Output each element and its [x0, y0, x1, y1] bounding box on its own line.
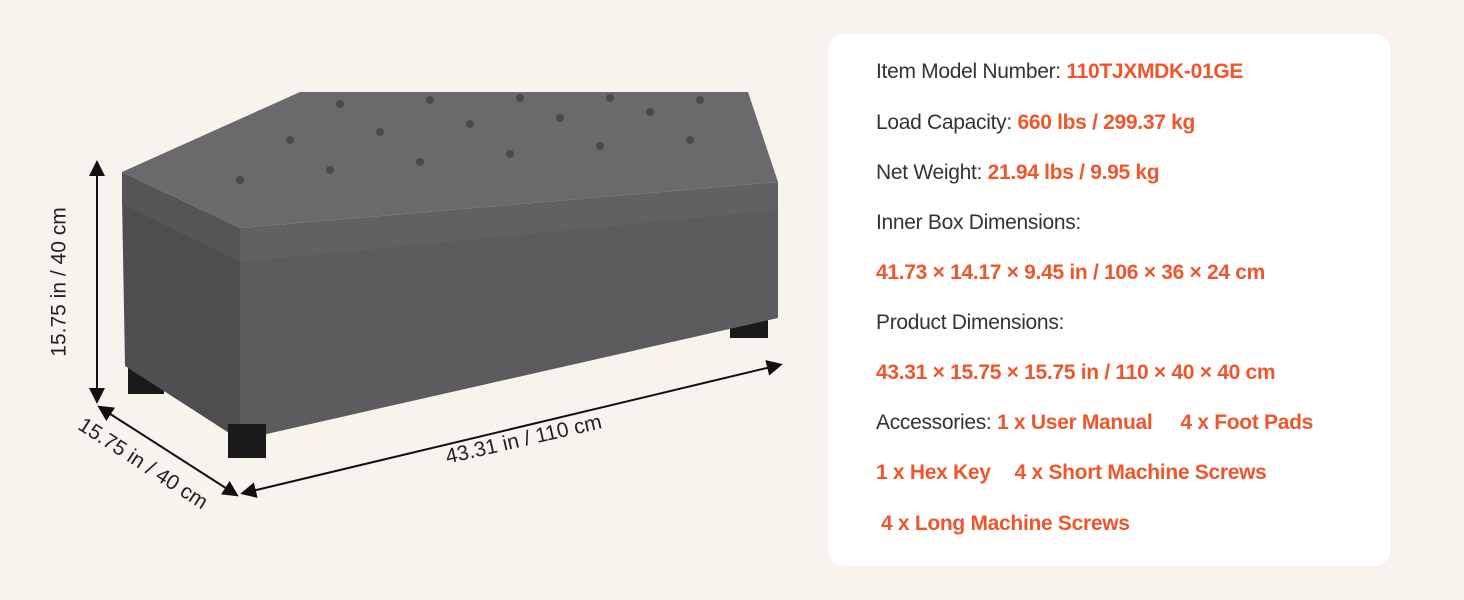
lid-side	[122, 172, 240, 262]
spec-accessories-2: 1 x Hex Key 4 x Short Machine Screws	[876, 461, 1267, 484]
spec-inner-label: Inner Box Dimensions:	[876, 211, 1081, 234]
spec-card: Item Model Number: 110TJXMDK-01GE Load C…	[828, 34, 1390, 566]
storage-bench-illustration	[89, 92, 783, 498]
spec-product-label: Product Dimensions:	[876, 311, 1065, 334]
spec-product-value: 43.31 × 15.75 × 15.75 in / 110 × 40 × 40…	[876, 361, 1276, 384]
depth-arrow	[97, 405, 239, 497]
side-face	[122, 198, 240, 440]
bench	[122, 92, 778, 458]
lid-front	[240, 182, 778, 262]
spec-accessories-3: 4 x Long Machine Screws	[881, 512, 1130, 535]
length-arrow	[240, 360, 783, 498]
spec-inner-value: 41.73 × 14.17 × 9.45 in / 106 × 36 × 24 …	[876, 261, 1266, 284]
spec-weight: Net Weight: 21.94 lbs / 9.95 kg	[876, 161, 1160, 184]
spec-load: Load Capacity: 660 lbs / 299.37 kg	[876, 111, 1196, 134]
leg	[228, 424, 266, 458]
lid-top	[122, 92, 778, 228]
spec-accessories: Accessories: 1 x User Manual 4 x Foot Pad…	[876, 411, 1314, 434]
spec-model: Item Model Number: 110TJXMDK-01GE	[876, 60, 1244, 83]
height-label: 15.75 in / 40 cm	[47, 207, 71, 357]
